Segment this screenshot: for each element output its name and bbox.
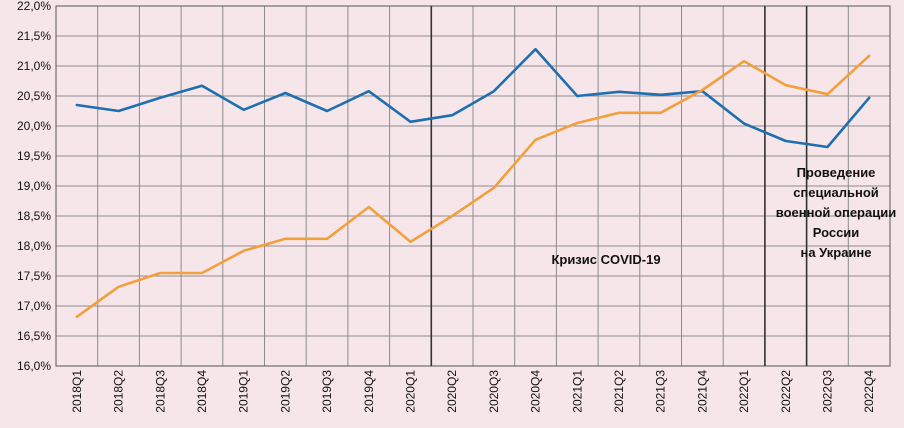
x-tick-label: 2018Q1 [70,370,84,413]
x-tick-label: 2019Q2 [278,370,292,413]
x-tick-label: 2018Q2 [112,370,126,413]
y-tick-label: 16,5% [17,329,51,343]
annotation-special-operation-line: специальной [793,185,879,200]
x-tick-label: 2019Q1 [237,370,251,413]
x-tick-label: 2020Q1 [403,370,417,413]
y-tick-label: 17,5% [17,269,51,283]
x-tick-label: 2022Q3 [820,370,834,413]
x-tick-label: 2022Q1 [737,370,751,413]
y-tick-label: 21,5% [17,29,51,43]
x-tick-label: 2022Q4 [862,370,876,413]
x-tick-label: 2020Q2 [445,370,459,413]
plot-frame [55,5,891,367]
x-tick-label: 2021Q4 [695,370,709,413]
y-tick-label: 17,0% [17,299,51,313]
y-tick-label: 22,0% [17,0,51,13]
y-tick-label: 16,0% [17,359,51,373]
annotation-special-operation-line: военной операции [776,205,896,220]
y-tick-label: 20,0% [17,119,51,133]
x-tick-label: 2018Q4 [195,370,209,413]
x-tick-label: 2020Q3 [487,370,501,413]
x-tick-label: 2021Q3 [654,370,668,413]
annotation-special-operation-line: Проведение [797,165,876,180]
annotation-covid: Кризис COVID-19 [551,252,660,267]
annotation-special-operation-line: России [813,225,860,240]
x-tick-label: 2018Q3 [153,370,167,413]
y-tick-label: 19,5% [17,149,51,163]
y-tick-label: 21,0% [17,59,51,73]
x-tick-label: 2022Q2 [779,370,793,413]
y-tick-label: 19,0% [17,179,51,193]
annotation-special-operation-line: на Украине [800,245,871,260]
x-tick-label: 2019Q3 [320,370,334,413]
series-line-1 [75,47,871,149]
y-tick-label: 18,5% [17,209,51,223]
x-tick-label: 2021Q1 [570,370,584,413]
series-line-2 [75,54,871,319]
x-tick-label: 2019Q4 [362,370,376,413]
x-tick-label: 2020Q4 [529,370,543,413]
y-tick-label: 18,0% [17,239,51,253]
x-tick-label: 2021Q2 [612,370,626,413]
y-tick-label: 20,5% [17,89,51,103]
